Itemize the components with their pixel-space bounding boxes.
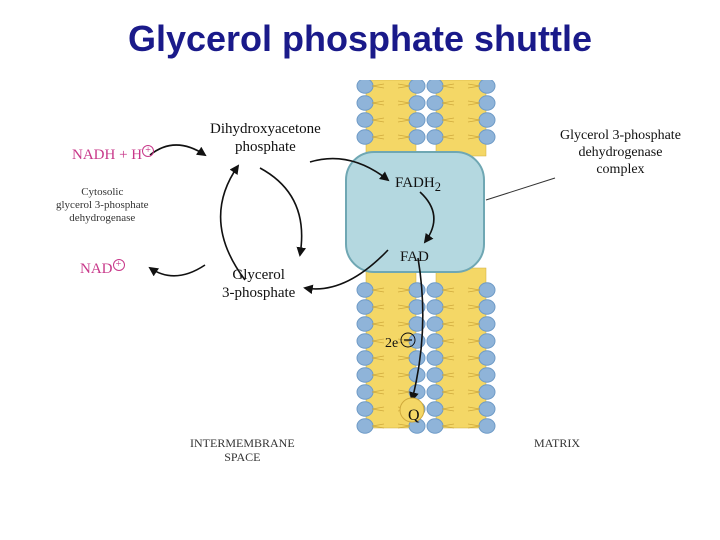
- diagram-container: NADH + H+ Cytosolicglycerol 3-phosphatede…: [0, 80, 720, 520]
- label-nad: NAD+: [80, 256, 125, 278]
- label-q: Q: [408, 406, 420, 425]
- label-intermembrane: INTERMEMBRANESPACE: [190, 436, 295, 465]
- label-g3p: Glycerol3-phosphate: [222, 266, 295, 302]
- label-fad: FAD: [400, 248, 429, 266]
- label-two_e: 2e: [385, 336, 398, 353]
- title-text: Glycerol phosphate shuttle: [128, 18, 592, 59]
- label-matrix: MATRIX: [534, 436, 580, 450]
- label-enzyme_cytosolic: Cytosolicglycerol 3-phosphatedehydrogena…: [56, 186, 149, 226]
- label-complex_label: Glycerol 3-phosphatedehydrogenasecomplex: [560, 128, 681, 178]
- page-title: Glycerol phosphate shuttle: [0, 18, 720, 60]
- label-fadh2: FADH2: [395, 174, 441, 195]
- label-dhap: Dihydroxyacetonephosphate: [210, 120, 321, 156]
- label-nadh: NADH + H+: [72, 142, 154, 164]
